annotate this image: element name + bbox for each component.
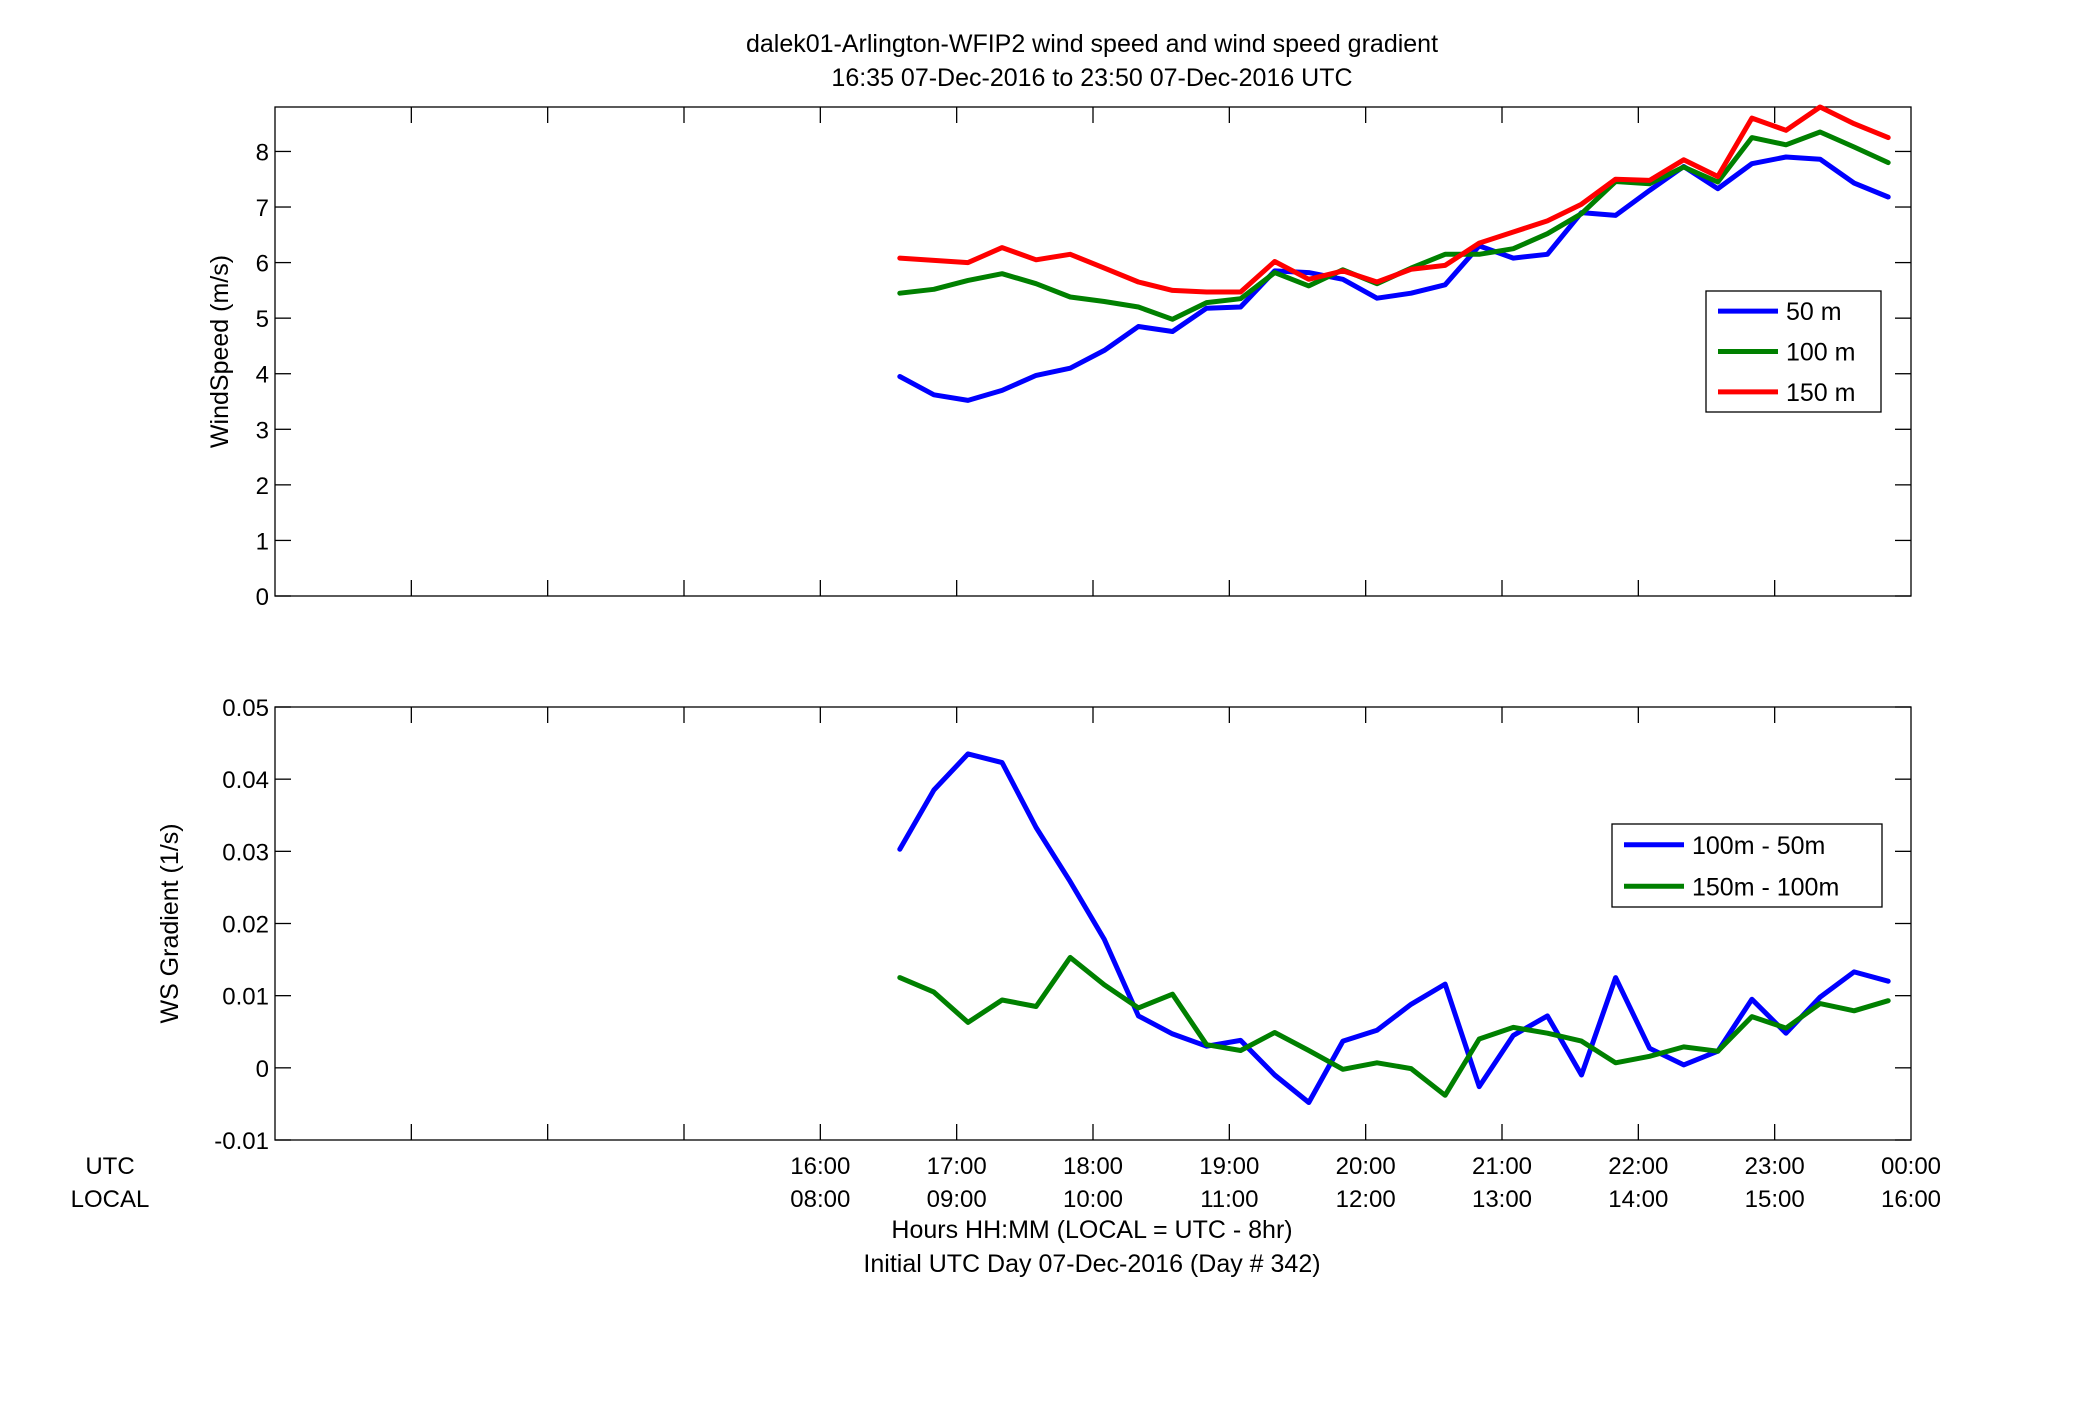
x-axis-label-line1: Hours HH:MM (LOCAL = UTC - 8hr)	[891, 1216, 1292, 1244]
series-line-150m-100m	[897, 954, 1891, 1098]
legend-0: 50 m 100 m 150 m	[1705, 290, 1882, 413]
y-axis-label: WS Gradient (1/s)	[156, 823, 184, 1023]
x-tick-label-local: 09:00	[927, 1186, 987, 1213]
x-tick-label-local: 12:00	[1336, 1186, 1396, 1213]
axes-frame-0	[274, 106, 1912, 597]
local-row-label: LOCAL	[71, 1186, 150, 1213]
x-tick-label-utc: 19:00	[1199, 1153, 1259, 1180]
legend-label: 50 m	[1786, 298, 1842, 326]
x-tick-label-local: 13:00	[1472, 1186, 1532, 1213]
gradient-panel: -0.01 0 0.01 0.02 0.03 0.04 0.05 WS Gradient (1…	[156, 695, 1912, 1155]
x-tick-label-local: 10:00	[1063, 1186, 1123, 1213]
y-tick-label: 0.01	[222, 984, 269, 1011]
y-tick-label: 0	[256, 584, 269, 611]
y-tick-label: 1	[256, 528, 269, 555]
y-tick-label: 0.02	[222, 912, 269, 939]
y-tick-label: 2	[256, 473, 269, 500]
x-tick-label-local: 08:00	[790, 1186, 850, 1213]
y-tick-label: 5	[256, 306, 269, 333]
x-tick-label-utc: 20:00	[1336, 1153, 1396, 1180]
utc-row-label: UTC	[85, 1153, 134, 1180]
x-tick-label-utc: 17:00	[927, 1153, 987, 1180]
windspeed-panel: 0 1 2 3 4 5 6 7 8 WindSpeed (m/s) 50 m 100 m 150 m	[206, 104, 1912, 611]
y-axis-label: WindSpeed (m/s)	[206, 255, 234, 448]
y-tick-label: 0.05	[222, 695, 269, 722]
y-tick-label: 6	[256, 251, 269, 278]
legend-box	[1611, 823, 1883, 908]
x-tick-label-local: 15:00	[1745, 1186, 1805, 1213]
legend-label: 100 m	[1786, 339, 1855, 367]
x-tick-label-utc: 16:00	[790, 1153, 850, 1180]
y-tick-label: 7	[256, 195, 269, 222]
y-tick-label: 0	[256, 1056, 269, 1083]
x-tick-label-local: 16:00	[1881, 1186, 1941, 1213]
x-axis-label-line2: Initial UTC Day 07-Dec-2016 (Day # 342)	[863, 1250, 1320, 1278]
chart-title-line1: dalek01-Arlington-WFIP2 wind speed and w…	[746, 30, 1438, 58]
x-tick-label-utc: 23:00	[1745, 1153, 1805, 1180]
x-tick-label-utc: 21:00	[1472, 1153, 1532, 1180]
x-tick-label-local: 11:00	[1200, 1186, 1258, 1213]
legend-label: 150m - 100m	[1692, 873, 1839, 901]
legend-1: 100m - 50m 150m - 100m	[1611, 823, 1883, 908]
series-line-150m	[897, 104, 1891, 295]
series-line-50m	[897, 154, 1891, 403]
y-tick-label: 0.03	[222, 839, 269, 866]
chart-title-line2: 16:35 07-Dec-2016 to 23:50 07-Dec-2016 U…	[831, 64, 1352, 92]
y-tick-label: 4	[256, 362, 269, 389]
y-tick-label: 8	[256, 139, 269, 166]
y-tick-label: -0.01	[214, 1128, 269, 1155]
y-tick-label: 3	[256, 417, 269, 444]
y-tick-label: 0.04	[222, 767, 269, 794]
legend-label: 150 m	[1786, 379, 1855, 407]
x-tick-label-utc: 00:00	[1881, 1153, 1941, 1180]
x-tick-label-utc: 22:00	[1608, 1153, 1668, 1180]
x-tick-labels: 16:00 08:00 17:00 09:00 18:00 10:00 19:00 11:00…	[790, 1153, 1941, 1213]
x-tick-label-utc: 18:00	[1063, 1153, 1123, 1180]
legend-label: 100m - 50m	[1692, 832, 1825, 860]
x-tick-label-local: 14:00	[1608, 1186, 1668, 1213]
